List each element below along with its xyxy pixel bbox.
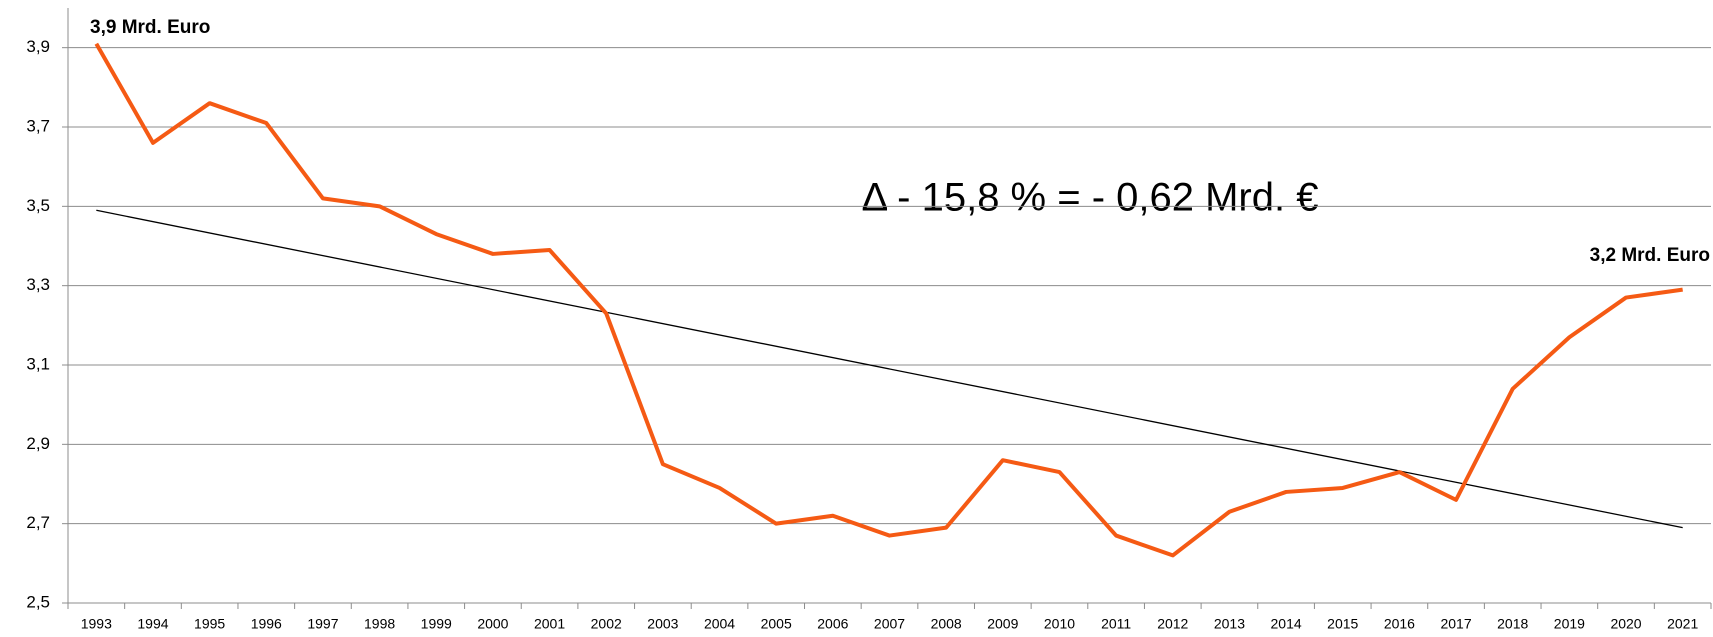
start-annotation: 3,9 Mrd. Euro: [90, 17, 210, 38]
x-tick-label: 2019: [1554, 616, 1585, 632]
x-tick-label: 2014: [1271, 616, 1302, 632]
x-tick-label: 2006: [817, 616, 848, 632]
x-tick-label: 2001: [534, 616, 565, 632]
x-tick-label: 2010: [1044, 616, 1075, 632]
x-tick-label: 2009: [987, 616, 1018, 632]
end-annotation: 3,2 Mrd. Euro: [1590, 245, 1710, 266]
y-tick-label: 3,9: [26, 37, 50, 56]
x-tick-label: 2005: [761, 616, 792, 632]
y-tick-label: 3,3: [26, 275, 50, 294]
x-tick-label: 2007: [874, 616, 905, 632]
x-tick-label: 1996: [251, 616, 282, 632]
x-tick-label: 2018: [1497, 616, 1528, 632]
y-tick-label: 2,9: [26, 434, 50, 453]
x-tick-label: 1993: [81, 616, 112, 632]
y-tick-label: 3,7: [26, 116, 50, 135]
x-tick-label: 1999: [421, 616, 452, 632]
x-tick-label: 2000: [477, 616, 508, 632]
x-tick-label: 2003: [647, 616, 678, 632]
x-tick-label: 2004: [704, 616, 735, 632]
x-tick-label: 2008: [931, 616, 962, 632]
x-tick-label: 2011: [1101, 616, 1131, 632]
trend-line: [96, 209, 1683, 529]
y-tick-label: 2,7: [26, 513, 50, 532]
x-tick-label: 2016: [1384, 616, 1415, 632]
x-tick-label: 1998: [364, 616, 395, 632]
y-tick-label: 2,5: [26, 592, 50, 611]
delta-annotation: Δ - 15,8 % = - 0,62 Mrd. €: [862, 176, 1319, 220]
y-tick-label: 3,1: [26, 354, 50, 373]
x-tick-label: 1994: [137, 616, 168, 632]
x-tick-label: 1995: [194, 616, 225, 632]
data-line: [94, 42, 1683, 558]
x-tick-label: 2013: [1214, 616, 1245, 632]
x-tick-label: 1997: [307, 616, 338, 632]
x-tick-label: 2017: [1440, 616, 1471, 632]
x-tick-label: 2021: [1667, 616, 1698, 632]
x-tick-label: 2002: [591, 616, 622, 632]
x-tick-label: 2015: [1327, 616, 1358, 632]
y-tick-label: 3,5: [26, 196, 50, 215]
x-tick-label: 2012: [1157, 616, 1188, 632]
x-tick-label: 2020: [1610, 616, 1641, 632]
